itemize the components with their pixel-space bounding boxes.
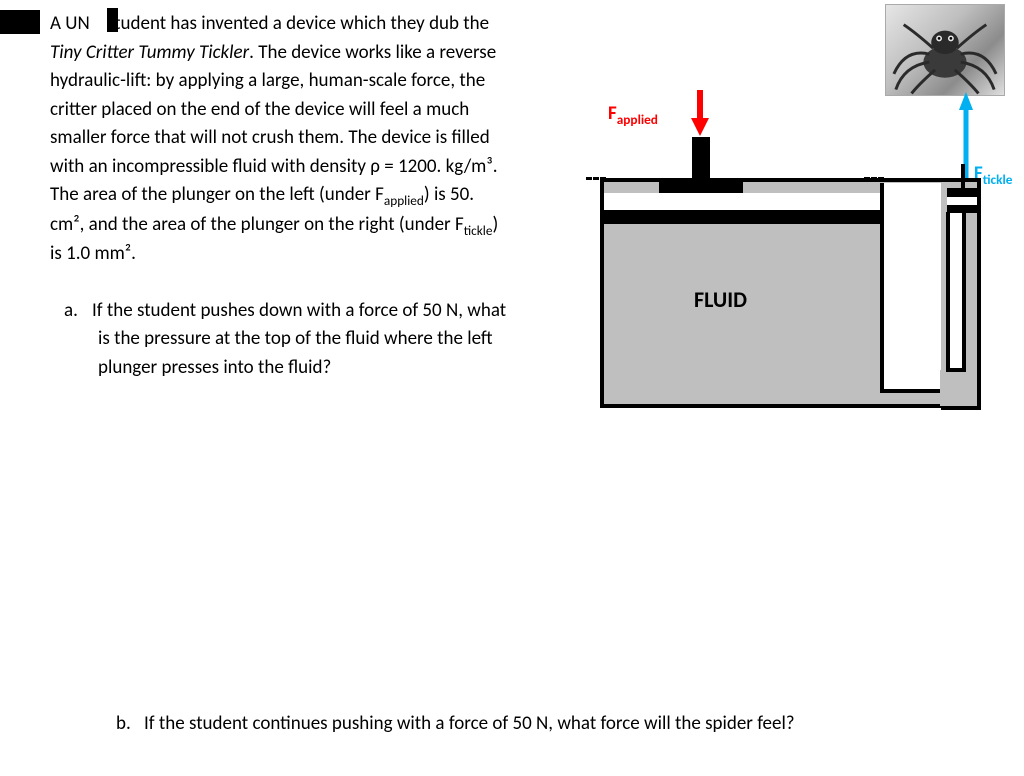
sub-applied: applied	[384, 192, 424, 209]
question-b: b.If the student continues pushing with …	[50, 710, 930, 739]
device-name: Tiny Critter Tummy Tickler	[50, 41, 249, 64]
left-plunger-head	[659, 180, 743, 193]
intro-after-redact: student has invented a device which they…	[107, 12, 489, 35]
question-b-text: If the student continues pushing with a …	[144, 712, 795, 735]
tank-cutout	[880, 183, 943, 393]
right-plunger-gap	[947, 197, 977, 205]
fluid-label: FLUID	[694, 286, 747, 313]
right-plunger-seal	[947, 205, 977, 213]
question-a: a.If the student pushes down with a forc…	[98, 297, 510, 383]
spider-image	[885, 4, 1005, 96]
question-a-letter: a.	[64, 297, 92, 326]
right-tube-hollow	[946, 212, 966, 372]
level-mark-left	[586, 177, 606, 180]
intro-cont: . The device works like a reverse hydrau…	[50, 41, 498, 207]
inline-redaction	[107, 8, 118, 32]
intro-prefix: A UN	[50, 12, 90, 35]
f-applied-label: Fapplied	[608, 102, 658, 128]
problem-number-redaction	[0, 10, 40, 34]
f-applied-arrow-icon	[690, 88, 710, 136]
left-plunger-rod	[692, 137, 710, 180]
level-mark-right	[864, 177, 884, 180]
right-plunger-rod	[961, 164, 965, 188]
sub-tickle: tickle	[464, 222, 493, 239]
left-plunger-seal	[600, 210, 880, 224]
tube-junction	[940, 370, 948, 406]
question-a-text: If the student pushes down with a force …	[92, 299, 506, 379]
question-b-letter: b.	[116, 710, 144, 739]
problem-text: A UN student has invented a device which…	[50, 10, 510, 402]
right-plunger-head	[947, 188, 977, 197]
diagram: Fapplied Ftickle	[534, 10, 984, 410]
